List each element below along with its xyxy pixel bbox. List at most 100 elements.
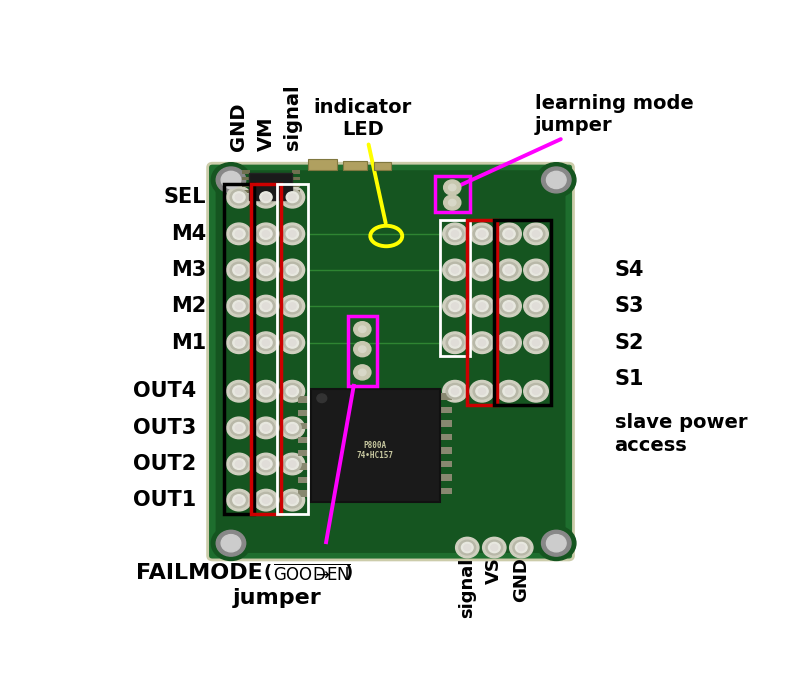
Bar [299,477,311,484]
Circle shape [462,542,473,553]
Circle shape [260,495,272,505]
Circle shape [530,386,543,397]
Circle shape [211,162,250,197]
Circle shape [230,492,248,508]
Circle shape [257,492,275,508]
Circle shape [260,458,272,470]
Circle shape [501,335,518,351]
Bar [299,396,311,402]
Circle shape [230,456,248,472]
Circle shape [235,425,242,431]
Circle shape [227,489,251,511]
Bar [374,162,391,170]
Circle shape [280,381,305,402]
Circle shape [262,497,269,503]
Circle shape [503,228,515,239]
Bar [440,220,470,356]
Bar [292,190,300,193]
Circle shape [288,340,296,346]
Circle shape [482,538,506,558]
Circle shape [443,295,467,317]
Bar [299,491,311,497]
Bar [493,220,551,405]
Circle shape [286,265,299,275]
Bar [299,437,311,443]
Circle shape [530,265,543,275]
Circle shape [503,386,515,397]
Circle shape [524,332,548,354]
Circle shape [253,381,278,402]
Text: ): ) [345,564,352,582]
Circle shape [235,267,242,273]
Circle shape [286,458,299,470]
Circle shape [501,262,518,278]
Text: slave power
access: slave power access [615,413,747,455]
Bar [299,450,311,456]
Circle shape [221,535,241,552]
FancyBboxPatch shape [208,163,573,560]
Circle shape [286,423,299,433]
Circle shape [288,425,296,431]
Circle shape [359,369,366,376]
Circle shape [446,384,464,399]
Text: P800A
74•HC157: P800A 74•HC157 [356,441,394,461]
Circle shape [288,497,296,503]
Circle shape [235,388,242,395]
Circle shape [280,417,305,439]
Text: ${\rightarrow}$: ${\rightarrow}$ [312,564,330,582]
Text: VS: VS [485,557,503,584]
Bar [308,160,337,170]
Text: S2: S2 [615,332,644,353]
Bar [292,176,300,181]
Circle shape [284,262,301,278]
Circle shape [230,190,248,205]
Circle shape [230,384,248,399]
Circle shape [489,542,500,553]
Circle shape [284,420,301,435]
Bar [242,176,250,181]
Circle shape [503,301,515,312]
Circle shape [317,394,327,402]
Text: learning mode
jumper: learning mode jumper [448,94,694,190]
Circle shape [443,332,467,354]
Circle shape [257,335,275,351]
Circle shape [230,262,248,278]
Bar [249,173,292,200]
Circle shape [446,226,464,241]
Circle shape [478,303,485,309]
Circle shape [446,335,464,351]
Text: GND: GND [230,103,249,151]
Circle shape [516,542,527,553]
Circle shape [253,223,278,244]
Circle shape [257,384,275,399]
Circle shape [449,228,461,239]
Circle shape [280,186,305,208]
Circle shape [532,388,539,395]
Circle shape [230,226,248,241]
Circle shape [235,497,242,503]
Text: S1: S1 [615,369,644,389]
Circle shape [451,230,459,237]
Circle shape [288,388,296,395]
Circle shape [478,230,485,237]
Circle shape [262,194,269,200]
Circle shape [473,262,491,278]
Circle shape [284,335,301,351]
Bar [440,434,452,440]
Circle shape [449,386,461,397]
Text: M4: M4 [171,224,207,244]
Text: FAILMODE: FAILMODE [136,564,263,583]
Text: OUT4: OUT4 [133,382,196,401]
Circle shape [497,381,521,402]
Text: M1: M1 [171,332,207,353]
Circle shape [473,226,491,241]
Circle shape [501,384,518,399]
Bar [299,410,311,416]
Circle shape [443,259,467,281]
Circle shape [451,303,459,309]
Bar [242,183,250,187]
Circle shape [546,535,566,552]
Text: signal: signal [283,84,302,150]
Circle shape [233,192,245,202]
Circle shape [286,192,299,202]
